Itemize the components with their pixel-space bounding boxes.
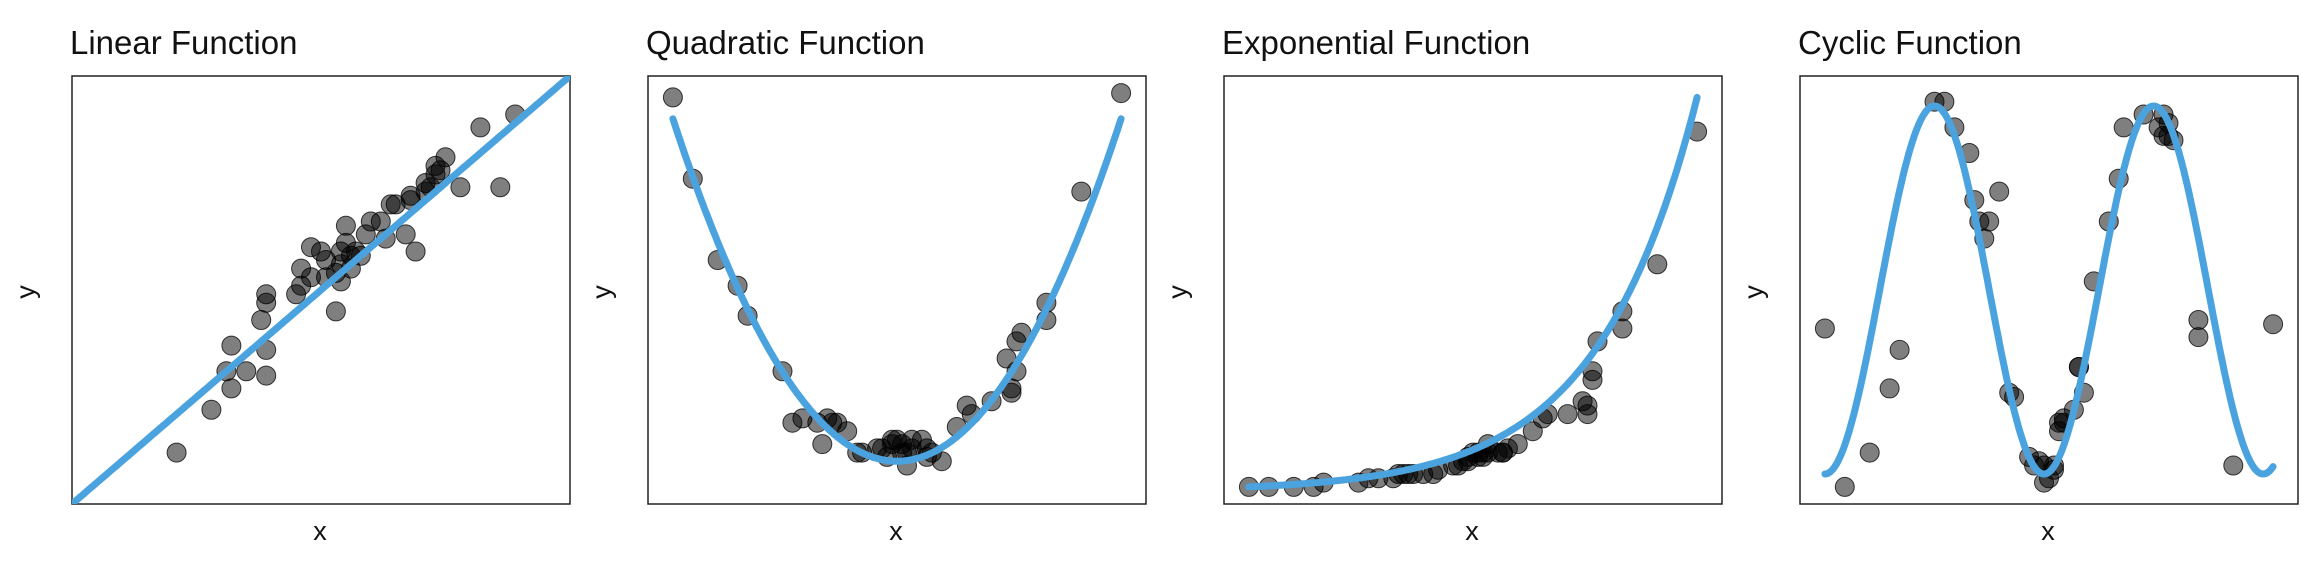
linear-data-point xyxy=(335,215,356,236)
exponential-panel: Exponential Function x y xyxy=(1152,0,1728,576)
exponential-title: Exponential Function xyxy=(1222,24,1531,61)
exponential-data-point xyxy=(1577,395,1598,416)
quadratic-x-axis-label: x xyxy=(889,516,903,546)
linear-data-point xyxy=(201,399,222,420)
exponential-x-axis-label: x xyxy=(1465,516,1479,546)
exponential-data-point xyxy=(1507,434,1528,455)
linear-data-point xyxy=(470,117,491,138)
cyclic-data-point xyxy=(1814,318,1835,339)
linear-data-point xyxy=(490,177,511,198)
linear-data-point xyxy=(256,365,277,386)
linear-plot xyxy=(71,75,571,505)
cyclic-panel: Cyclic Function x y xyxy=(1728,0,2304,576)
cyclic-plot-frame xyxy=(1799,75,2299,505)
cyclic-x-axis-label: x xyxy=(2041,516,2055,546)
quadratic-data-point xyxy=(1111,83,1132,104)
linear-data-point xyxy=(325,301,346,322)
linear-data-point xyxy=(395,224,416,245)
quadratic-data-point xyxy=(1071,181,1092,202)
linear-data-point xyxy=(251,310,272,330)
quadratic-fit-line xyxy=(669,115,1125,465)
linear-title: Linear Function xyxy=(70,24,298,61)
cyclic-y-axis-label: y xyxy=(1738,285,1769,299)
linear-y-axis-label: y xyxy=(10,285,41,299)
quadratic-data-point xyxy=(931,451,952,472)
cyclic-data-point xyxy=(1989,181,2010,202)
quadratic-title: Quadratic Function xyxy=(646,24,925,61)
cyclic-plot xyxy=(1799,75,2299,505)
linear-data-point xyxy=(405,241,426,262)
linear-data-point xyxy=(256,284,277,305)
cyclic-data-point xyxy=(2188,327,2209,348)
quadratic-data-point xyxy=(812,434,833,455)
quadratic-panel: Quadratic Function x y xyxy=(576,0,1152,576)
quadratic-plot xyxy=(647,75,1147,505)
cyclic-data-point xyxy=(1879,378,1900,399)
cyclic-title: Cyclic Function xyxy=(1798,24,2022,61)
linear-panel: Linear Function x y xyxy=(0,0,576,576)
quadratic-y-axis-label: y xyxy=(586,285,617,299)
linear-data-point xyxy=(236,361,257,382)
exponential-plot xyxy=(1223,75,1723,505)
linear-data-point xyxy=(221,378,242,399)
cyclic-data-point xyxy=(1889,339,1910,360)
cyclic-fit-line xyxy=(1821,102,2277,478)
cyclic-data-point xyxy=(2263,314,2284,335)
exponential-data-point xyxy=(1557,404,1578,425)
quadratic-data-point xyxy=(662,87,683,108)
linear-data-point xyxy=(370,211,391,232)
cyclic-data-point xyxy=(1859,442,1880,463)
linear-x-axis-label: x xyxy=(313,516,327,546)
exponential-data-point xyxy=(1647,254,1668,275)
exponential-fit-line xyxy=(1245,93,1701,491)
linear-fit-line xyxy=(72,76,570,504)
linear-data-point xyxy=(221,335,242,356)
linear-data-point xyxy=(166,442,187,463)
cyclic-data-point xyxy=(2188,310,2209,330)
exponential-y-axis-label: y xyxy=(1162,285,1193,299)
linear-data-point xyxy=(450,177,471,198)
linear-data-point xyxy=(435,147,456,168)
cyclic-data-point xyxy=(1834,476,1855,497)
cyclic-data-point xyxy=(2223,455,2244,476)
cyclic-data-point xyxy=(1979,211,2000,232)
exponential-plot-frame xyxy=(1223,75,1723,505)
